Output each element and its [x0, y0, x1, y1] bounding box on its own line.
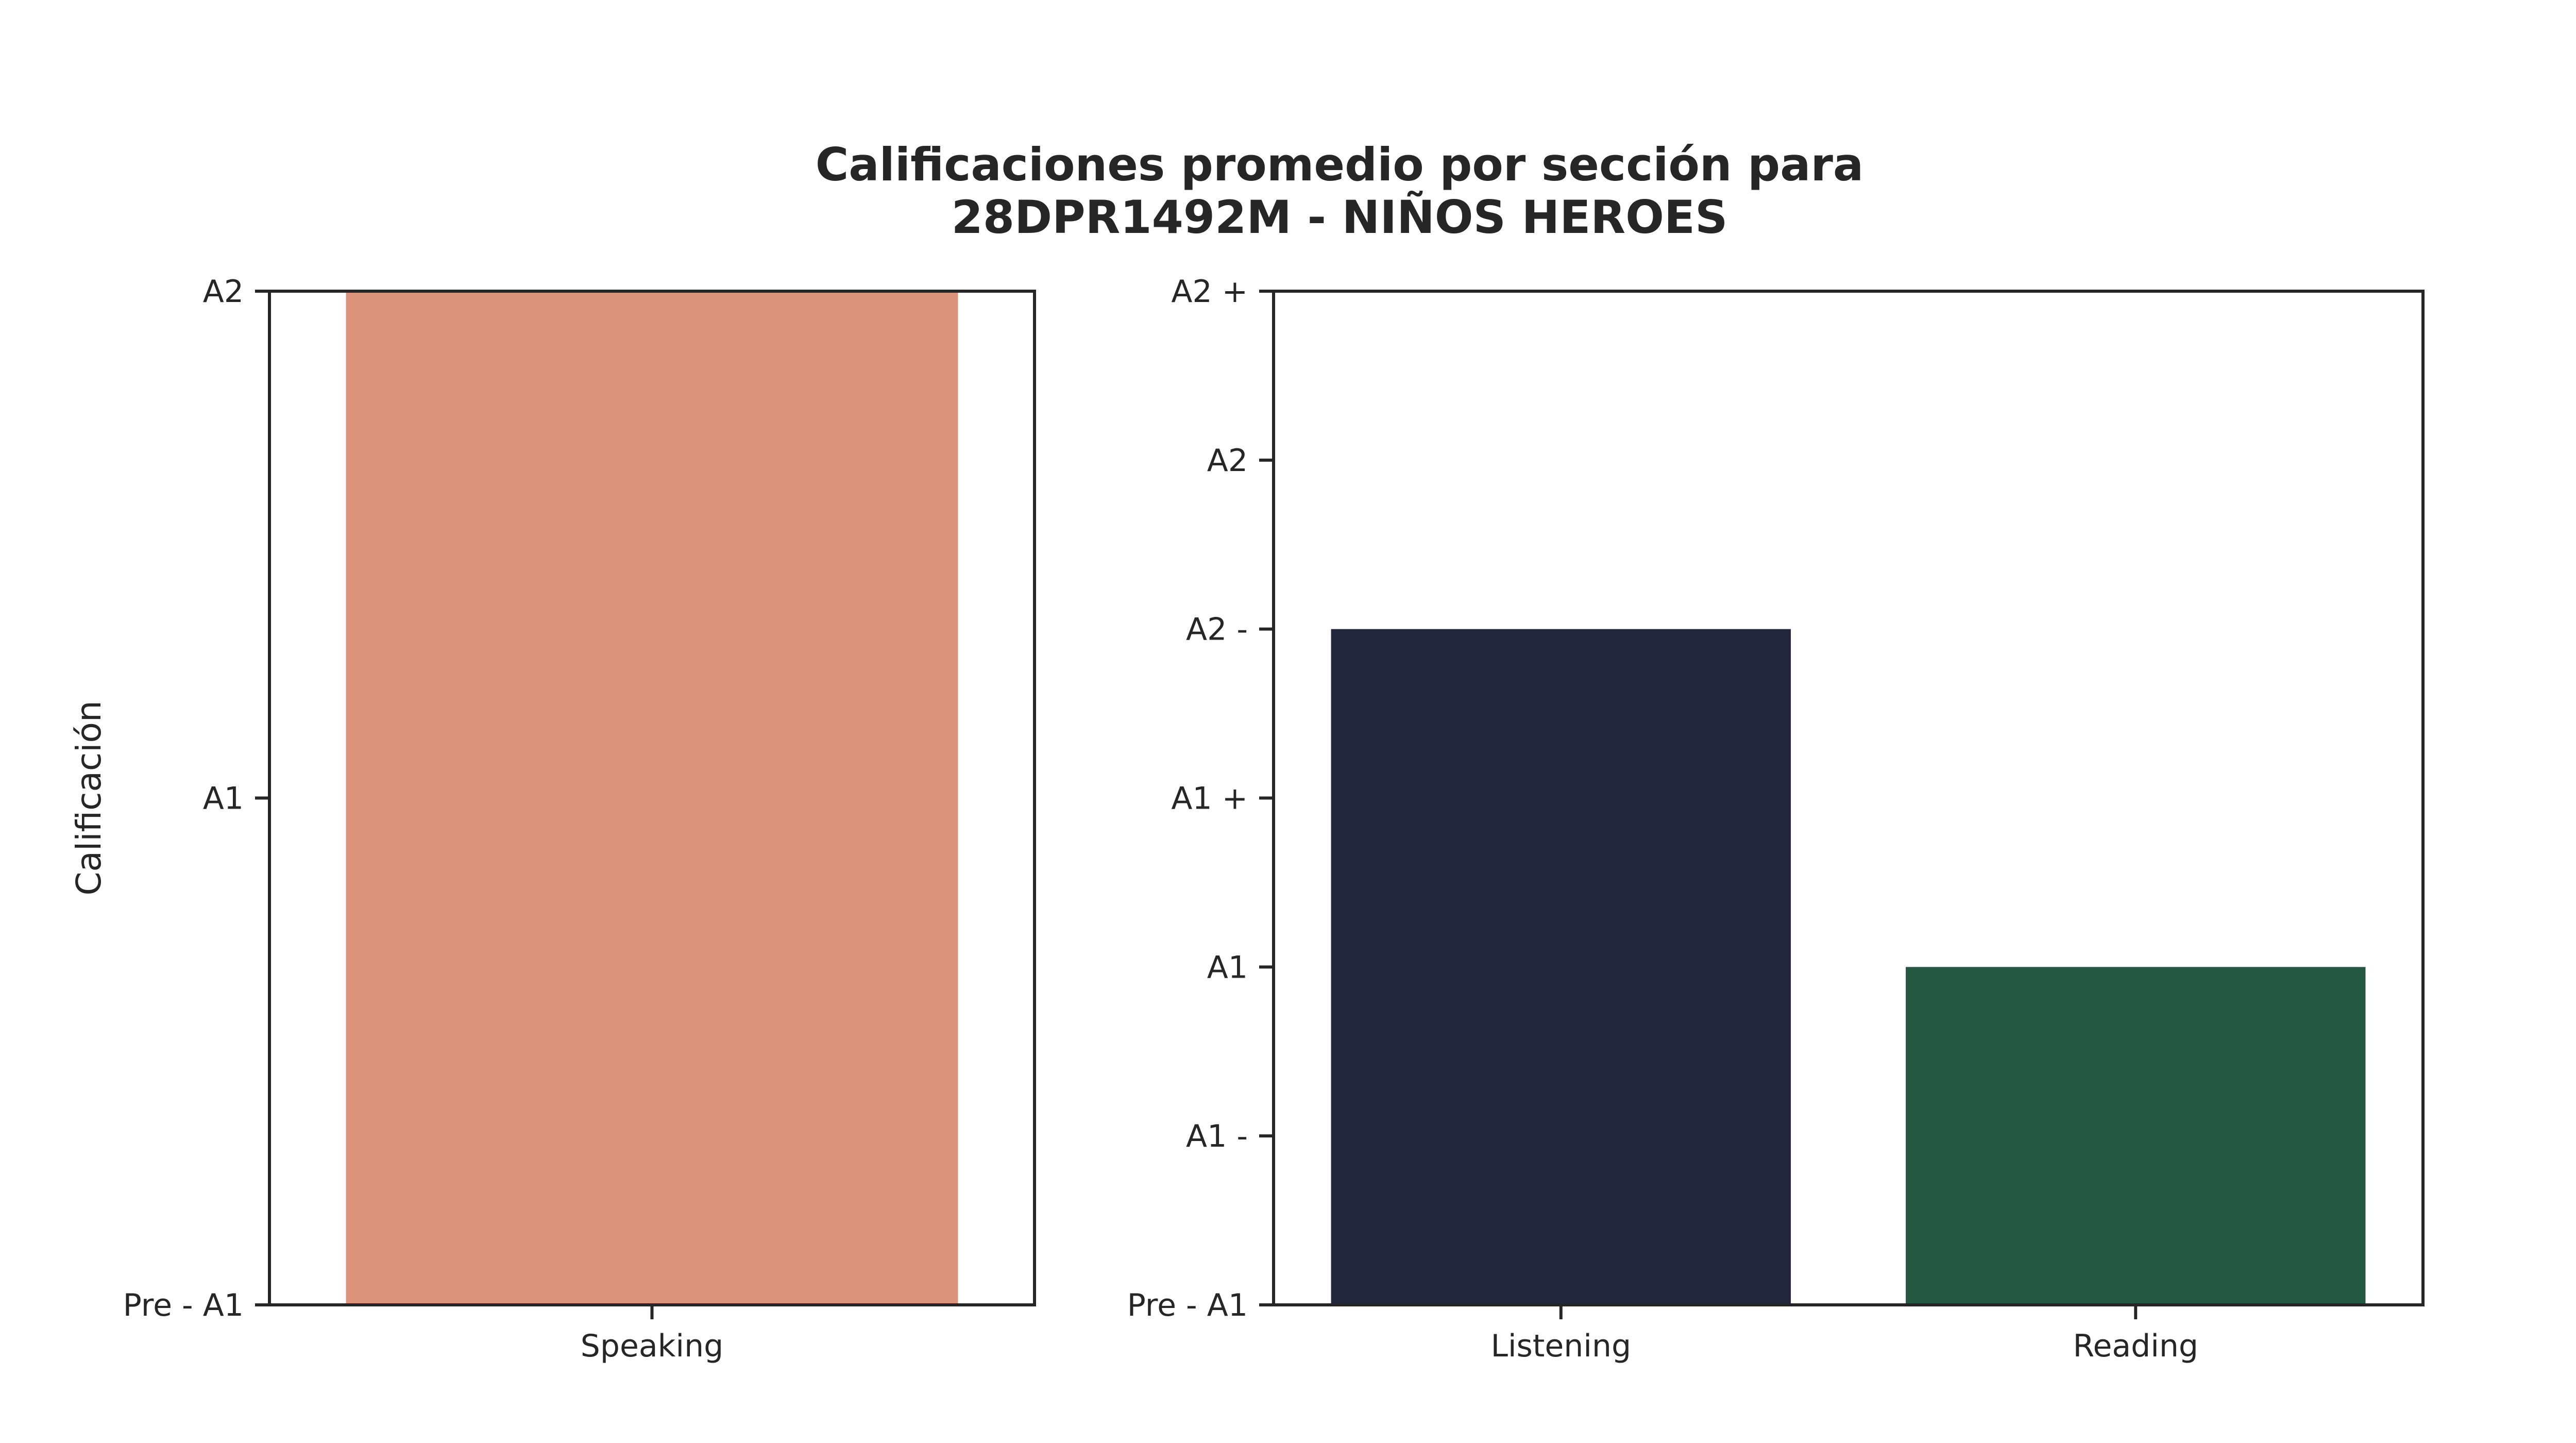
bar-listening — [1331, 629, 1791, 1305]
y-tick-label: A1 — [1207, 949, 1248, 985]
y-axis-label: Calificación — [69, 700, 109, 895]
y-tick-label: A2 — [203, 274, 244, 310]
y-tick-label: A1 - — [1186, 1118, 1248, 1154]
plot-frame — [1272, 290, 2425, 1306]
chart-subtitle: 28DPR1492M - NIÑOS HEROES — [952, 191, 1728, 244]
y-tick-label: A1 + — [1171, 781, 1248, 817]
x-tick-label-speaking: Speaking — [581, 1328, 723, 1364]
panels-layer: Speaking Pre - A1 A1 A2 Calificación Listenin… — [69, 274, 2425, 1364]
y-tick-label: Pre - A1 — [123, 1287, 244, 1323]
y-tick-label: A2 + — [1171, 274, 1248, 310]
chart-title: Calificaciones promedio por sección para — [816, 138, 1864, 191]
panel-2: Listening Reading Pre - A1 A1 - A1 A1 + A2 - A2… — [1127, 274, 2425, 1364]
panel-1: Speaking Pre - A1 A1 A2 Calificación — [69, 274, 1036, 1364]
y-tick-label: A2 - — [1186, 612, 1248, 648]
bar-reading — [1906, 967, 2366, 1305]
y-tick-label: A2 — [1207, 443, 1248, 479]
x-tick-label-listening: Listening — [1490, 1328, 1631, 1364]
y-tick-label: A1 — [203, 781, 244, 817]
plot-frame — [268, 290, 1036, 1306]
x-tick-label-reading: Reading — [2073, 1328, 2198, 1364]
bar-speaking — [346, 291, 958, 1305]
y-tick-label: Pre - A1 — [1127, 1287, 1248, 1323]
